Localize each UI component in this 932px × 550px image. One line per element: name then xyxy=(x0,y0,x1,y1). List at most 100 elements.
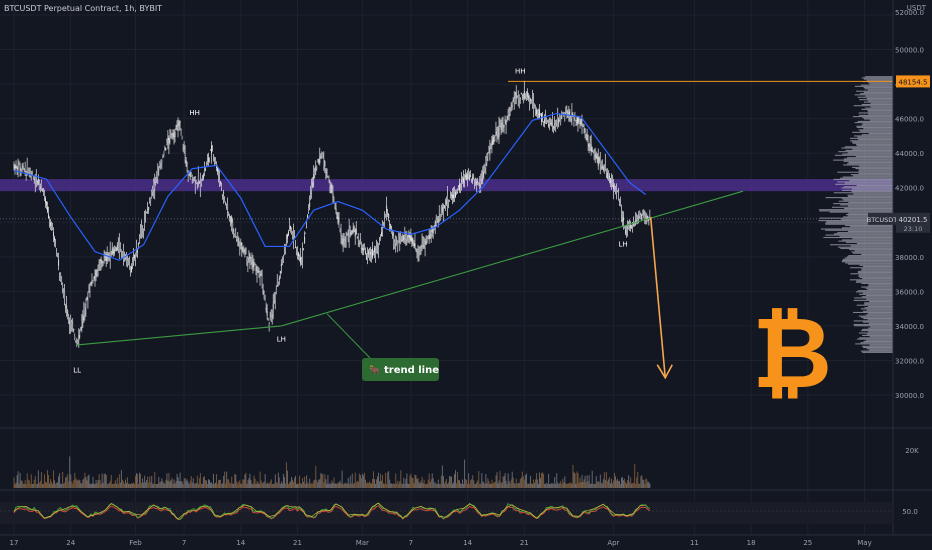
volume-bar xyxy=(116,477,118,488)
candle-body xyxy=(340,233,342,236)
volume-bar xyxy=(61,483,63,488)
time-axis-label: 7 xyxy=(409,539,413,547)
candle-body xyxy=(297,248,298,253)
volume-bar xyxy=(591,470,593,488)
candle-body xyxy=(480,181,482,185)
candle-body xyxy=(15,164,17,169)
volume-profile-bar xyxy=(852,148,893,150)
volume-bar xyxy=(218,480,220,488)
volume-bar xyxy=(292,479,293,488)
volume-profile-bar xyxy=(850,140,893,142)
volume-bar xyxy=(284,483,286,488)
candle-body xyxy=(575,121,577,125)
candle-body xyxy=(199,182,201,189)
volume-bar xyxy=(478,471,480,488)
volume-profile-bar xyxy=(837,181,893,183)
candle-body xyxy=(237,238,239,246)
volume-bar xyxy=(635,483,637,488)
volume-bar xyxy=(586,475,588,488)
candle-body xyxy=(440,207,442,215)
volume-bar xyxy=(325,479,327,488)
candle-body xyxy=(386,205,388,213)
volume-profile-bar xyxy=(863,91,893,93)
candle-body xyxy=(537,111,538,114)
candle-body xyxy=(382,227,384,233)
volume-profile-bar xyxy=(857,96,893,98)
candle-body xyxy=(122,248,124,260)
volume-bar xyxy=(242,479,244,488)
candle-body xyxy=(416,251,418,253)
volume-profile-bar xyxy=(862,123,893,125)
volume-bar xyxy=(340,483,342,488)
candle-body xyxy=(646,215,648,221)
volume-bar xyxy=(104,473,106,488)
volume-bar xyxy=(542,472,544,488)
volume-bar xyxy=(515,478,517,488)
volume-profile-bar xyxy=(851,141,893,143)
candle-body xyxy=(176,125,178,127)
candle-body xyxy=(291,229,292,231)
volume-profile-bar xyxy=(837,171,893,173)
volume-profile-bar xyxy=(861,268,893,270)
candle-body xyxy=(384,219,386,222)
candle-body xyxy=(558,118,560,124)
volume-bar xyxy=(149,476,151,488)
volume-bar xyxy=(332,483,334,488)
candle-body xyxy=(374,248,375,253)
volume-bar xyxy=(243,479,245,488)
candle-body xyxy=(591,147,593,152)
candle-body xyxy=(408,234,410,238)
volume-profile-bar xyxy=(849,226,893,228)
candle-body xyxy=(34,173,36,183)
volume-bar xyxy=(246,483,248,488)
volume-bar xyxy=(320,472,322,488)
volume-profile-bar xyxy=(844,182,893,184)
candle-body xyxy=(307,215,309,218)
volume-bar xyxy=(366,482,368,488)
candle-body xyxy=(211,145,212,154)
volume-bar xyxy=(200,483,202,488)
volume-bar xyxy=(55,483,57,488)
candle-body xyxy=(470,175,472,177)
volume-profile xyxy=(818,76,893,353)
volume-bar xyxy=(101,473,103,488)
candle-body xyxy=(588,143,590,147)
candle-body xyxy=(512,99,514,101)
volume-bar xyxy=(646,479,648,488)
volume-bar xyxy=(212,483,213,488)
candle-body xyxy=(78,335,80,340)
candle-body xyxy=(248,254,250,259)
candle-body xyxy=(116,244,118,250)
candle-body xyxy=(365,255,367,260)
candle-body xyxy=(233,229,235,233)
candle-body xyxy=(221,185,223,188)
volume-bar xyxy=(188,483,190,488)
candle-body xyxy=(350,232,352,236)
volume-bar xyxy=(416,479,418,488)
volume-bar xyxy=(34,476,36,488)
volume-profile-bar xyxy=(861,269,893,271)
candle-body xyxy=(251,260,253,262)
volume-profile-bar xyxy=(854,325,893,327)
candle-body xyxy=(53,232,54,237)
volume-bar xyxy=(63,483,65,488)
volume-profile-bar xyxy=(866,298,893,300)
resistance-price-badge xyxy=(896,75,930,88)
volume-bar xyxy=(480,483,482,488)
candle-body xyxy=(621,211,622,216)
volume-bar xyxy=(425,483,427,488)
candle-body xyxy=(13,163,15,168)
volume-bar xyxy=(526,483,528,488)
candle-body xyxy=(98,265,100,266)
candle-body xyxy=(267,318,269,321)
oscillator-axis-label: 50.0 xyxy=(902,508,918,516)
candle-body xyxy=(345,235,347,242)
volume-bar xyxy=(380,473,382,488)
candle-body xyxy=(461,180,463,182)
volume-profile-bar xyxy=(853,320,893,322)
volume-bar xyxy=(222,483,224,488)
volume-bar xyxy=(72,483,74,488)
candle-body xyxy=(23,169,25,170)
candle-body xyxy=(447,202,449,204)
